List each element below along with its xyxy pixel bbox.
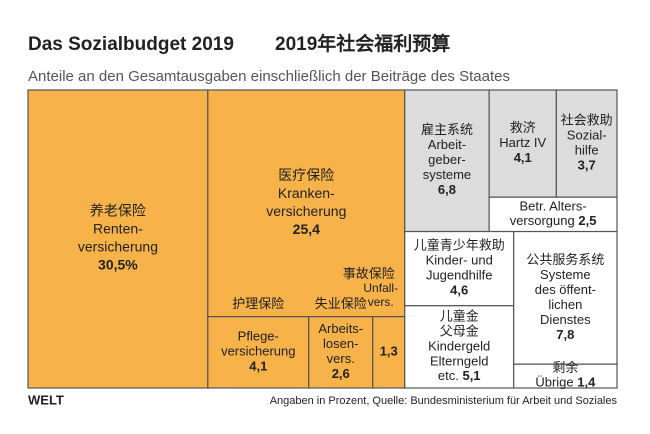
treemap-cell — [27, 89, 209, 389]
value-label: 5,1 — [462, 368, 480, 383]
cell-label: versorgung — [510, 213, 575, 228]
cell-label: Hartz IV — [499, 135, 546, 150]
cn-label: 剩余 — [552, 360, 578, 375]
cell-label: Dienstes — [540, 312, 591, 327]
treemap-cell — [513, 230, 618, 365]
chart-title: Das Sozialbudget 2019 — [28, 34, 234, 55]
cell-label: Kranken- — [278, 185, 335, 201]
cell-label: Übrige — [535, 375, 573, 390]
cn-label: 儿童青少年救助 — [414, 238, 505, 253]
cell-label: versicherung — [78, 239, 158, 255]
cell-label-group: etc. 5,1 — [438, 368, 481, 383]
treemap-cell — [555, 89, 618, 198]
cell-label: losen- — [323, 336, 358, 351]
cn-label: 救济 — [510, 120, 536, 135]
value-label: 7,8 — [556, 327, 574, 342]
cell-label: lichen — [548, 297, 582, 312]
chart-title-cn: 2019年社会福利预算 — [275, 32, 450, 55]
cell-label: Elterngeld — [430, 353, 489, 368]
value-label: 4,1 — [514, 150, 532, 165]
cell-label: Arbeit- — [428, 137, 466, 152]
treemap-cell — [404, 230, 515, 307]
cell-label: Kinder- und — [426, 253, 493, 268]
cell-label: Renten- — [93, 221, 143, 237]
cell-label: Arbeits- — [318, 321, 363, 336]
cell-label: Betr. Alters- — [519, 198, 586, 213]
value-label: 30,5% — [98, 257, 138, 273]
treemap-cell — [372, 316, 406, 389]
value-label: 25,4 — [293, 221, 320, 237]
cn-label: 护理保险 — [232, 296, 284, 311]
cn-label: 事故保险 — [343, 266, 395, 281]
cell-label: Kindergeld — [428, 338, 490, 353]
cell-label: Unfall- — [363, 281, 398, 295]
source: Angaben in Prozent, Quelle: Bundesminist… — [270, 395, 618, 407]
value-label: 1,3 — [380, 344, 398, 359]
cn-label: 医疗保险 — [278, 167, 334, 183]
cn-label: 养老保险 — [90, 203, 146, 219]
value-label: 4,1 — [249, 359, 267, 374]
cell-label-group: Übrige 1,4 — [535, 375, 596, 390]
cn-label: 社会救助 — [561, 113, 613, 128]
cn-label: 雇主系统 — [421, 122, 473, 137]
cell-label: vers. — [327, 351, 355, 366]
cell-label-group: versorgung 2,5 — [510, 213, 597, 228]
cell-label: systeme — [423, 167, 471, 182]
cell-label: versicherung — [221, 344, 295, 359]
cn-label: 父母金 — [440, 323, 479, 338]
value-label: 6,8 — [438, 182, 456, 197]
value-label: 2,6 — [332, 366, 350, 381]
cell-label: Pflege- — [238, 329, 279, 344]
treemap-cell — [404, 89, 490, 233]
cell-label: hilfe — [575, 143, 599, 158]
cell-label: des öffent- — [535, 282, 596, 297]
cn-label: 儿童金 — [440, 308, 479, 323]
logo: WELT — [28, 392, 64, 407]
cell-label: versicherung — [266, 203, 346, 219]
cell-label: etc. — [438, 368, 459, 383]
cell-label: Jugendhilfe — [426, 268, 493, 283]
value-label: 1,4 — [577, 375, 596, 390]
value-label: 4,6 — [450, 283, 468, 298]
cn-label: 失业保险 — [315, 296, 367, 311]
treemap-cell — [513, 363, 618, 389]
cell-label: Systeme — [540, 267, 591, 282]
value-label: 2,5 — [578, 213, 596, 228]
treemap-cell — [207, 316, 310, 389]
value-label: 3,7 — [578, 158, 596, 173]
cell-label: geber- — [428, 152, 466, 167]
treemap-cell — [207, 89, 406, 318]
cell-label: vers. — [368, 295, 394, 309]
cn-label: 公共服务系统 — [526, 252, 604, 267]
cell-label: Sozial- — [567, 128, 607, 143]
chart-subtitle: Anteile an den Gesamtausgaben einschließ… — [28, 68, 510, 85]
